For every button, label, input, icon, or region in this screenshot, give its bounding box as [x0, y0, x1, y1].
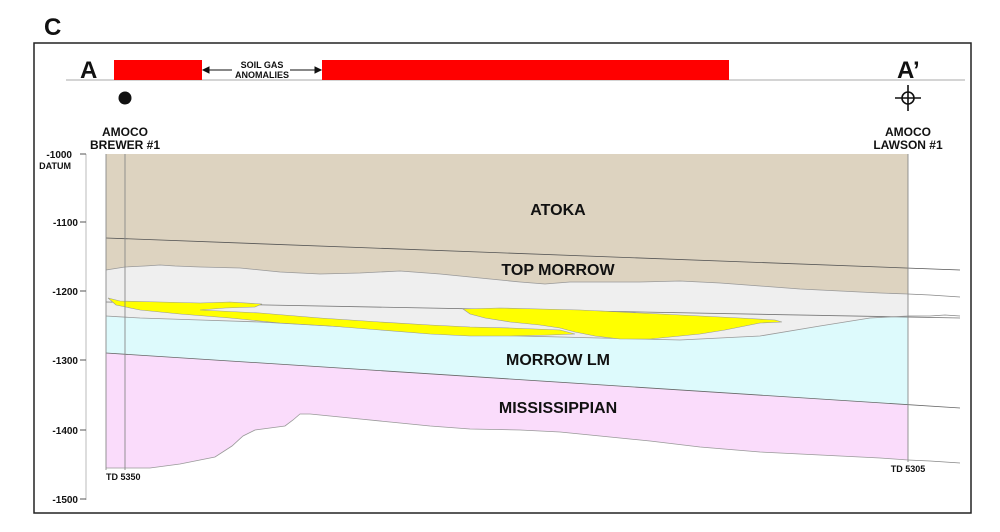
section-end-label: A’	[897, 57, 920, 84]
sand-body-upper	[462, 307, 783, 340]
mississippian-base-boundary	[106, 413, 909, 469]
filled-circle-well-icon	[118, 91, 132, 105]
depth-datum-label: DATUM	[39, 161, 71, 171]
anomaly-label-line1: SOIL GAS	[241, 60, 284, 70]
anomaly-arrows	[201, 66, 323, 74]
atoka-internal-horizon	[105, 237, 961, 271]
panel-letter: C	[44, 14, 61, 41]
unit-label-top-morrow: TOP MORROW	[501, 262, 615, 279]
depth-tick-label: -1200	[52, 287, 78, 298]
cross-section-body	[105, 154, 961, 470]
top-morrow-boundary	[105, 264, 909, 295]
sand-body-lower	[107, 297, 576, 337]
depth-tick-label: -1400	[52, 426, 78, 437]
morrow-lm-top-horizon	[105, 352, 961, 409]
soil-gas-anomaly-bar-right	[322, 60, 729, 80]
well-1-name-line1: AMOCO	[102, 125, 148, 139]
soil-gas-anomaly-bar-left	[114, 60, 202, 80]
depth-tick-label: -1500	[52, 495, 78, 506]
well-2-td-label: TD 5305	[891, 464, 926, 474]
anomaly-label-line2: ANOMALIES	[235, 70, 289, 80]
unit-label-mississippian: MISSISSIPPIAN	[499, 400, 617, 417]
depth-tick-label: -1000	[46, 150, 72, 161]
depth-tick-label: -1100	[53, 218, 78, 229]
morrow-lm-extension	[908, 314, 961, 317]
unit-morrow-lm-fill	[106, 316, 908, 405]
well-1-name-line2: BREWER #1	[90, 138, 160, 152]
well-2-name-line1: AMOCO	[885, 125, 931, 139]
unit-atoka-fill	[106, 154, 908, 294]
unit-label-morrow-lm: MORROW LM	[506, 352, 610, 369]
dry-hole-well-icon	[895, 85, 921, 111]
mississippian-base-extension	[907, 459, 961, 464]
figure-frame	[33, 42, 972, 514]
unit-label-atoka: ATOKA	[530, 202, 586, 219]
depth-tick-label: -1300	[52, 356, 78, 367]
unit-mississippian-fill	[106, 353, 908, 468]
section-start-label: A	[80, 57, 97, 84]
top-morrow-extension	[907, 293, 961, 298]
depth-axis-ticks	[80, 153, 86, 500]
well-2-name-line2: LAWSON #1	[873, 138, 943, 152]
well-1-td-label: TD 5350	[106, 472, 141, 482]
